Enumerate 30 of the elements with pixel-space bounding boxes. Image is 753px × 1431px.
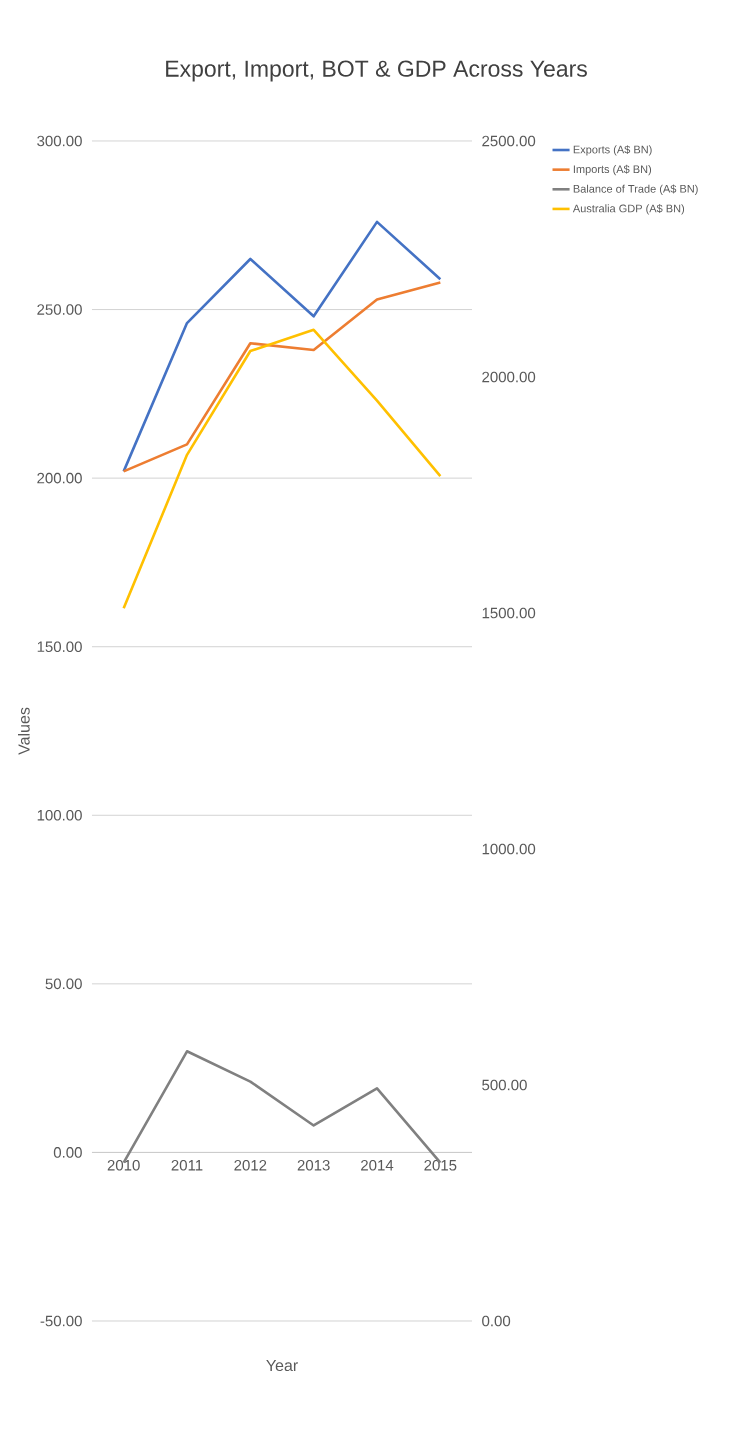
x-tick-label: 2015: [424, 1159, 457, 1171]
x-tick-label: 2012: [234, 1159, 267, 1171]
line-series: [122, 281, 442, 473]
legend-label: Exports (A$ BN): [573, 145, 652, 156]
y-tick-label: 0.00: [53, 1147, 82, 1158]
x-axis-title: Year: [266, 1359, 298, 1372]
y-axis-title: Values: [17, 707, 30, 755]
legend-label: Balance of Trade (A$ BN): [573, 184, 698, 195]
y2-tick-label: 0.00: [482, 1315, 511, 1327]
x-tick-label: 2013: [297, 1159, 330, 1171]
y-tick-label: 200.00: [37, 472, 82, 484]
y-tick-label: 100.00: [37, 809, 82, 821]
y2-tick-label: 500.00: [482, 1079, 527, 1091]
y2-tick-label: 2500.00: [482, 135, 536, 147]
y-tick-label: 150.00: [37, 641, 82, 653]
y2-tick-label: 2000.00: [482, 371, 536, 383]
y-tick-label: 50.00: [45, 978, 82, 990]
x-tick-label: 2014: [361, 1159, 394, 1171]
legend-label: Imports (A$ BN): [573, 164, 652, 176]
line-series: [122, 328, 442, 610]
y2-tick-label: 1000.00: [482, 843, 536, 855]
y-tick-label: -50.00: [40, 1315, 82, 1327]
x-tick-label: 2010: [107, 1159, 140, 1171]
chart-title: Export, Import, BOT & GDP Across Years: [166, 60, 587, 82]
line-series: [122, 220, 442, 473]
y-tick-label: 250.00: [37, 304, 82, 315]
y-tick-label: 300.00: [37, 135, 82, 147]
y2-tick-label: 1500.00: [482, 607, 536, 619]
x-tick-label: 2011: [171, 1159, 203, 1171]
legend-label: Australia GDP (A$ BN): [572, 204, 685, 215]
